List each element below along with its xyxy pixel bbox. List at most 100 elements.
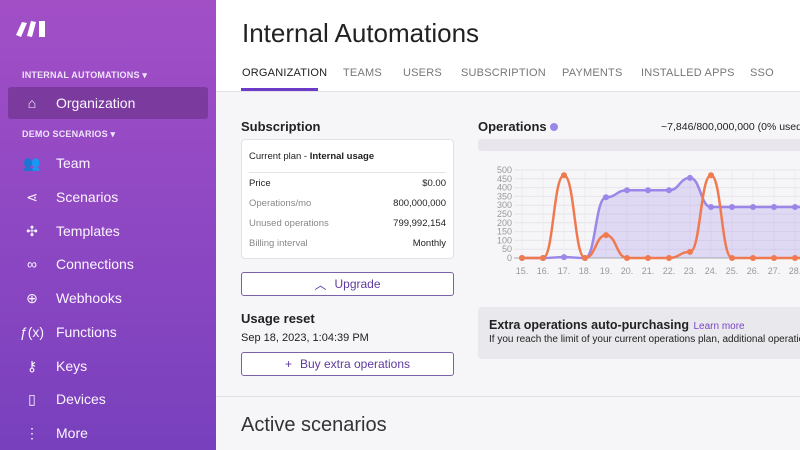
sidebar-item-team[interactable]: 👥 Team: [8, 147, 208, 179]
org-name: INTERNAL AUTOMATIONS: [22, 70, 140, 80]
data-point: [645, 187, 651, 194]
operations-title: Operations: [478, 119, 559, 134]
sidebar-item-keys[interactable]: ⚷ Keys: [8, 350, 208, 382]
data-point: [750, 203, 756, 210]
sidebar-item-label: Webhooks: [56, 290, 122, 306]
data-point: [540, 255, 546, 261]
sidebar-item-templates[interactable]: ✣ Templates: [8, 215, 208, 247]
data-point: [771, 255, 777, 261]
operations-usage: ~7,846/800,000,000 (0% used): [661, 121, 800, 133]
function-icon: ƒ(x): [19, 324, 45, 340]
usage-reset-date: Sep 18, 2023, 1:04:39 PM: [241, 332, 369, 344]
x-tick-label: 23.: [684, 266, 697, 276]
data-point: [792, 203, 798, 210]
x-tick-label: 27.: [768, 266, 781, 276]
sidebar-item-label: Team: [56, 155, 91, 171]
link-icon: ∞: [27, 256, 37, 272]
sidebar-item-label: Scenarios: [56, 189, 119, 205]
sidebar: INTERNAL AUTOMATIONS ▾ DEMO SCENARIOS ▾ …: [0, 0, 216, 450]
row-value: 800,000,000: [393, 198, 446, 209]
y-tick-label: 250: [497, 209, 512, 219]
y-tick-label: 500: [497, 165, 512, 175]
y-tick-label: 50: [502, 244, 512, 254]
plus-icon: +: [284, 357, 292, 371]
users-icon: 👥: [23, 154, 41, 171]
x-tick-label: 21.: [642, 266, 655, 276]
globe-icon: ⊕: [26, 289, 38, 306]
tab-subscription[interactable]: SUBSCRIPTION: [461, 67, 546, 79]
more-vertical-icon: ⋮: [25, 424, 39, 441]
x-tick-label: 16.: [537, 266, 550, 276]
team-name: DEMO SCENARIOS: [22, 129, 108, 139]
data-point: [645, 255, 651, 261]
row-label: Operations/mo: [249, 198, 312, 209]
subscription-title: Subscription: [241, 119, 321, 134]
sidebar-item-label: Templates: [56, 223, 120, 239]
subscription-row: Billing interval Monthly: [249, 238, 446, 249]
puzzle-icon: ✣: [26, 222, 38, 239]
data-point: [603, 232, 609, 239]
tab-teams[interactable]: TEAMS: [343, 67, 382, 79]
home-icon: ⌂: [27, 95, 37, 111]
chevron-up-icon: ︿: [314, 277, 327, 292]
buy-extra-operations-button[interactable]: + Buy extra operations: [241, 352, 454, 376]
auto-purchase-info: Extra operations auto-purchasing Learn m…: [478, 307, 800, 359]
learn-more-link[interactable]: Learn more: [693, 321, 745, 332]
x-tick-label: 19.: [600, 266, 613, 276]
plan-prefix: Current plan -: [249, 151, 310, 162]
y-tick-label: 150: [497, 227, 512, 237]
x-tick-label: 20.: [621, 266, 634, 276]
team-switcher[interactable]: DEMO SCENARIOS ▾: [22, 129, 116, 139]
y-tick-label: 350: [497, 191, 512, 201]
x-tick-label: 22.: [663, 266, 676, 276]
upgrade-button[interactable]: ︿ Upgrade: [241, 272, 454, 296]
data-point: [750, 255, 756, 261]
sidebar-item-organization[interactable]: ⌂ Organization: [8, 87, 208, 119]
tab-payments[interactable]: PAYMENTS: [562, 67, 623, 79]
tab-sso[interactable]: SSO: [750, 67, 774, 79]
plan-name: Internal usage: [309, 151, 375, 162]
data-point: [561, 254, 567, 261]
sidebar-item-more[interactable]: ⋮ More: [8, 417, 208, 449]
x-tick-label: 15.: [516, 266, 529, 276]
sidebar-item-connections[interactable]: ∞ Connections: [8, 248, 208, 280]
x-tick-label: 18.: [579, 266, 592, 276]
data-point: [687, 248, 693, 255]
subscription-card: Current plan - Internal usage Price $0.00…: [241, 139, 454, 259]
data-point: [624, 255, 630, 261]
data-point: [687, 174, 693, 181]
sidebar-item-scenarios[interactable]: ⋖ Scenarios: [8, 181, 208, 213]
y-tick-label: 0: [507, 253, 512, 263]
data-point: [624, 187, 630, 194]
data-point: [561, 172, 567, 179]
x-tick-label: 28.: [789, 266, 800, 276]
sidebar-item-devices[interactable]: ▯ Devices: [8, 383, 208, 415]
data-point: [519, 255, 525, 261]
data-point: [582, 255, 588, 261]
sidebar-item-label: More: [56, 425, 88, 441]
data-point: [666, 255, 672, 261]
y-tick-label: 300: [497, 200, 512, 210]
sidebar-item-functions[interactable]: ƒ(x) Functions: [8, 316, 208, 348]
tab-users[interactable]: USERS: [403, 67, 442, 79]
y-tick-label: 200: [497, 218, 512, 228]
row-label: Price: [249, 178, 271, 189]
operations-label: Operations: [478, 119, 547, 134]
row-value: $0.00: [422, 178, 446, 189]
tab-organization[interactable]: ORGANIZATION: [242, 67, 328, 79]
usage-reset-title: Usage reset: [241, 311, 315, 326]
y-tick-label: 450: [497, 174, 512, 184]
series-area: [522, 177, 800, 258]
sidebar-item-label: Connections: [56, 256, 134, 272]
tab-installed-apps[interactable]: INSTALLED APPS: [641, 67, 735, 79]
divider: [249, 172, 446, 173]
sidebar-item-webhooks[interactable]: ⊕ Webhooks: [8, 282, 208, 314]
subscription-row: Operations/mo 800,000,000: [249, 198, 446, 209]
make-logo[interactable]: [16, 20, 48, 38]
data-point: [666, 187, 672, 194]
upgrade-label: Upgrade: [334, 277, 381, 291]
header: Internal Automations ORGANIZATION TEAMS US…: [216, 0, 800, 92]
page-title: Internal Automations: [242, 18, 480, 48]
info-title: Extra operations auto-purchasing: [489, 318, 690, 332]
org-switcher[interactable]: INTERNAL AUTOMATIONS ▾: [22, 70, 148, 80]
